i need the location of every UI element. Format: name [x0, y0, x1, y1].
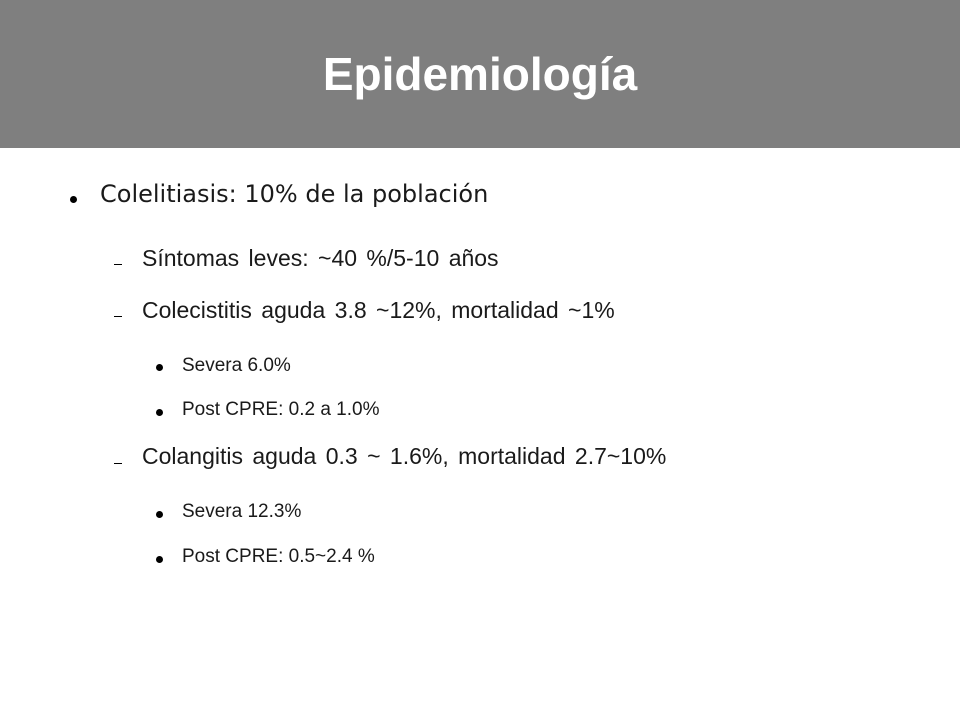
bullet-colecistitis-post-cpre: Post CPRE: 0.2 a 1.0% — [182, 399, 380, 420]
title-bar: Epidemiología — [0, 0, 960, 148]
bullet-colecistitis-severa: Severa 6.0% — [182, 355, 291, 376]
bullet-colecistitis: Colecistitis aguda 3.8 ~12%, mortalidad … — [142, 297, 615, 323]
bullet-colangitis-severa: Severa 12.3% — [182, 501, 302, 522]
round-bullet-icon — [156, 364, 163, 371]
dash-bullet-icon — [114, 264, 122, 265]
dash-bullet-icon — [114, 463, 122, 464]
dash-bullet-icon — [114, 316, 122, 317]
bullet-colelitiasis: Colelitiasis: 10% de la población — [100, 180, 489, 208]
round-bullet-icon — [156, 556, 163, 563]
round-bullet-icon — [156, 511, 163, 518]
round-bullet-icon — [70, 196, 77, 203]
bullet-colangitis: Colangitis aguda 0.3 ~ 1.6%, mortalidad … — [142, 443, 667, 469]
slide-title: Epidemiología — [322, 48, 638, 100]
bullet-colangitis-post-cpre: Post CPRE: 0.5~2.4 % — [182, 546, 375, 567]
round-bullet-icon — [156, 409, 163, 416]
bullet-sintomas: Síntomas leves: ~40 %/5-10 años — [142, 245, 499, 271]
